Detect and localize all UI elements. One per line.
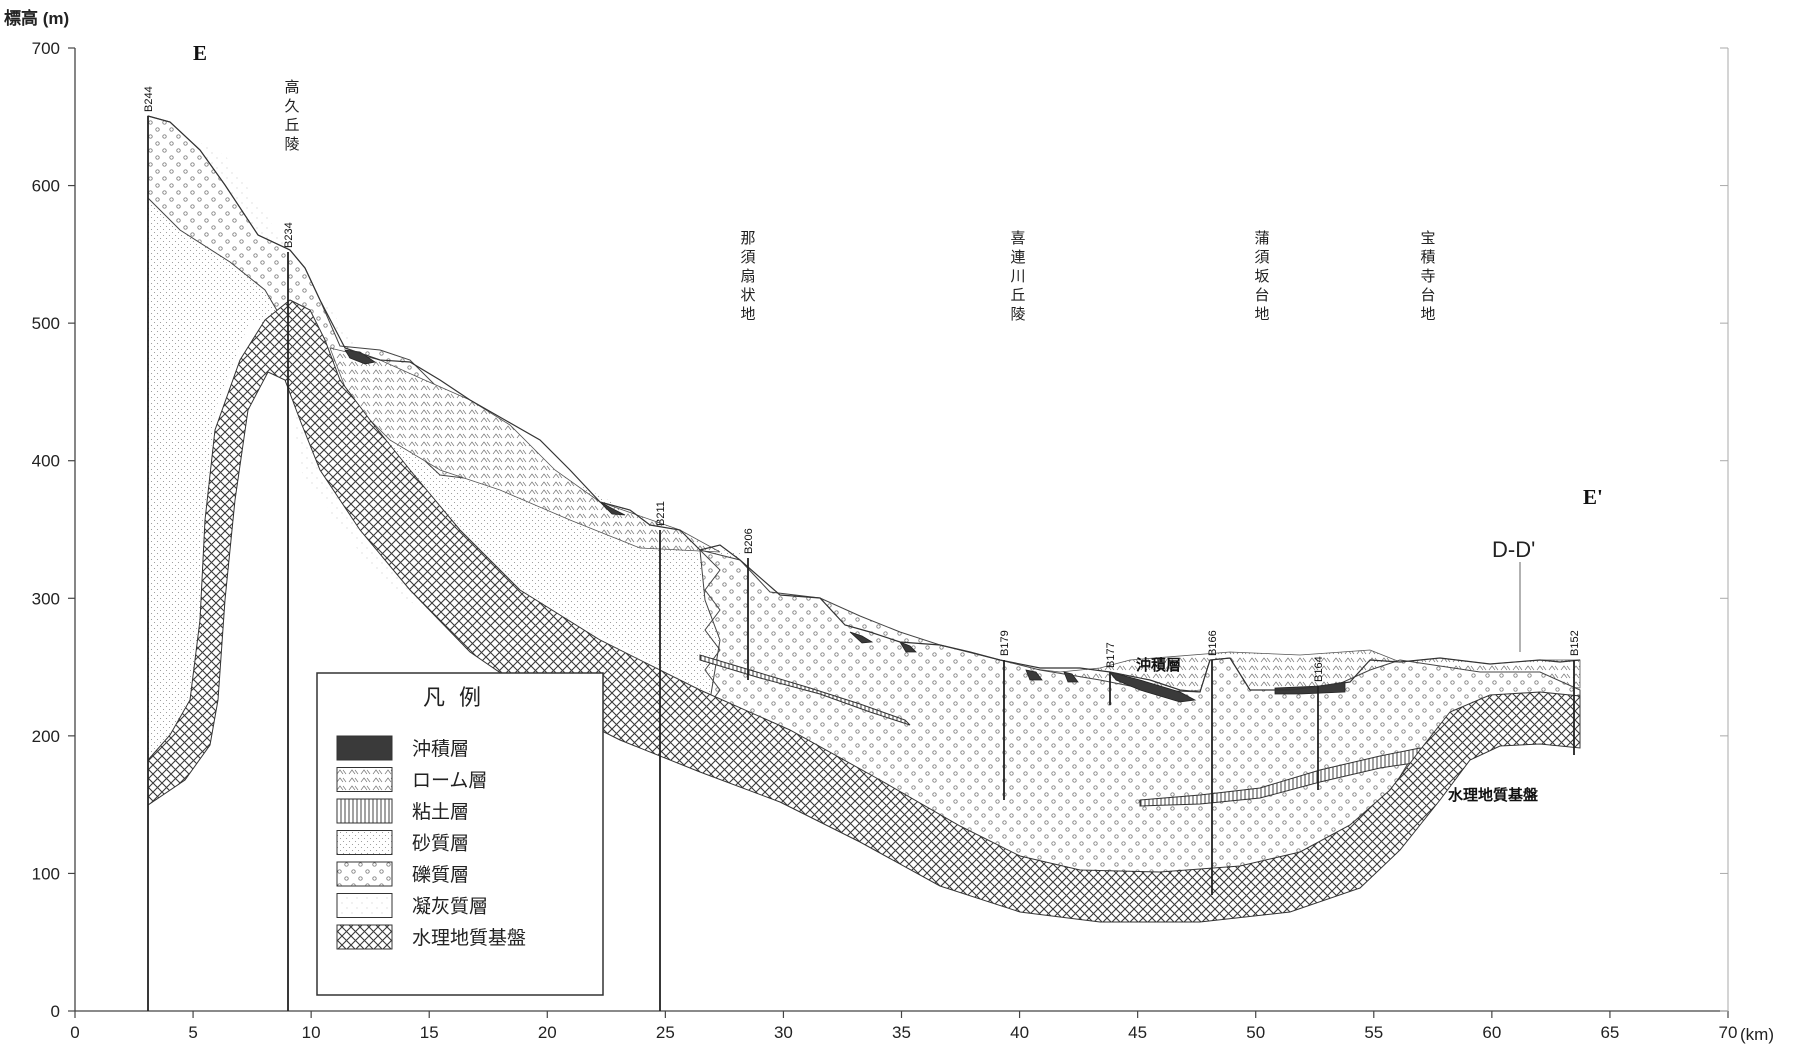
loam-layer: [329, 347, 721, 553]
x-axis: 0 5 10 15 20 25 30 35 40 45 50 55 60 65 70: [70, 1010, 1738, 1042]
sand-layer-left: [148, 190, 290, 790]
place-name-char: 地: [740, 305, 755, 323]
borehole-label: B206: [743, 528, 755, 554]
place-name-char: 宝: [1420, 229, 1435, 247]
x-tick-label: 20: [538, 1023, 557, 1042]
place-name-char: 坂: [1254, 267, 1269, 285]
borehole-label: B179: [999, 630, 1011, 656]
basement-annotation: 水理地質基盤: [1448, 786, 1539, 804]
legend-swatch: [336, 735, 393, 761]
place-name-char: 那: [740, 229, 755, 247]
legend-swatch: [336, 830, 393, 855]
legend-swatch: [336, 893, 393, 918]
legend-item-label: ローム層: [412, 770, 487, 792]
place-name-char: 積: [1420, 248, 1435, 266]
y-tick-label: 400: [32, 452, 60, 471]
place-name-char: 連: [1010, 248, 1025, 266]
x-tick-label: 35: [892, 1023, 911, 1042]
clay-layer-west: [699, 654, 911, 726]
layers: [147, 115, 1581, 923]
place-name-char: 蒲: [1254, 229, 1269, 247]
place-name-char: 川: [1010, 267, 1025, 285]
y-tick-label: 600: [32, 177, 60, 196]
place-name-char: 丘: [284, 116, 299, 134]
y-tick-label: 100: [32, 864, 60, 883]
x-axis-unit: (km): [1740, 1025, 1774, 1044]
legend-swatch: [336, 798, 393, 824]
y-tick-label: 700: [32, 39, 60, 58]
borehole-label: B244: [143, 86, 155, 112]
legend-swatch: [336, 767, 393, 792]
basement-layer: [147, 299, 1581, 923]
y-tick-label: 200: [32, 727, 60, 746]
x-tick-label: 0: [70, 1023, 79, 1042]
place-name-char: 状: [740, 286, 755, 304]
place-name-char: 陵: [1010, 305, 1025, 323]
legend-item-label: 砂質層: [412, 833, 469, 855]
place-name-char: 台: [1254, 286, 1269, 304]
place-name-char: 台: [1420, 286, 1435, 304]
x-tick-label: 10: [302, 1023, 321, 1042]
place-name-char: 陵: [284, 135, 299, 153]
place-name-char: 須: [740, 248, 755, 266]
x-tick-label: 30: [774, 1023, 793, 1042]
place-name-char: 須: [1254, 248, 1269, 266]
x-tick-label: 60: [1482, 1023, 1501, 1042]
legend-swatch: [336, 924, 393, 950]
place-name-char: 丘: [1010, 286, 1025, 304]
y-axis: 0 100 200 300 400 500 600 700: [32, 39, 76, 1021]
borehole-label: B211: [655, 501, 667, 526]
borehole-label: B166: [1207, 630, 1219, 656]
ground-surface: [147, 115, 1581, 693]
x-tick-label: 15: [420, 1023, 439, 1042]
legend-item-label: 礫質層: [412, 864, 469, 886]
legend-title: 凡例: [423, 686, 495, 711]
borehole-label: B177: [1105, 642, 1117, 668]
x-tick-label: 65: [1600, 1023, 1619, 1042]
y-tick-label: 0: [51, 1002, 60, 1021]
alluvium-annotation: 沖積層: [1136, 656, 1181, 674]
place-name-char: 久: [284, 97, 299, 115]
place-name-char: 喜: [1010, 229, 1025, 247]
x-tick-label: 55: [1364, 1023, 1383, 1042]
place-name-char: 扇: [740, 267, 755, 285]
y-axis-label: 標高 (m): [4, 8, 69, 28]
x-tick-label: 50: [1246, 1023, 1265, 1042]
place-name-char: 寺: [1420, 267, 1435, 285]
x-tick-label: 5: [188, 1023, 197, 1042]
borehole-label: B164: [1313, 656, 1325, 682]
place-name-char: 地: [1254, 305, 1269, 323]
section-name: D-D': [1492, 537, 1535, 562]
borehole-label: B234: [283, 222, 295, 248]
legend-item-label: 沖積層: [412, 738, 469, 760]
x-tick-label: 45: [1128, 1023, 1147, 1042]
place-name-char: 地: [1420, 305, 1435, 323]
section-end-label: E': [1583, 485, 1603, 509]
boreholes: B244 B234 B211 B206 B179 B177 B166 B164 B152: [143, 86, 1581, 1011]
y-tick-label: 300: [32, 589, 60, 608]
x-tick-label: 40: [1010, 1023, 1029, 1042]
right-frame: [1720, 47, 1729, 1012]
y-tick-label: 500: [32, 314, 60, 333]
section-start-label: E: [193, 41, 207, 65]
legend-swatch: [336, 861, 393, 887]
legend-item-label: 凝灰質層: [412, 896, 488, 918]
x-tick-label: 70: [1719, 1023, 1738, 1042]
x-tick-label: 25: [656, 1023, 675, 1042]
place-name-char: 高: [284, 78, 299, 96]
legend-item-label: 粘土層: [412, 801, 469, 823]
legend-item-label: 水理地質基盤: [412, 927, 526, 949]
borehole-label: B152: [1569, 630, 1581, 656]
